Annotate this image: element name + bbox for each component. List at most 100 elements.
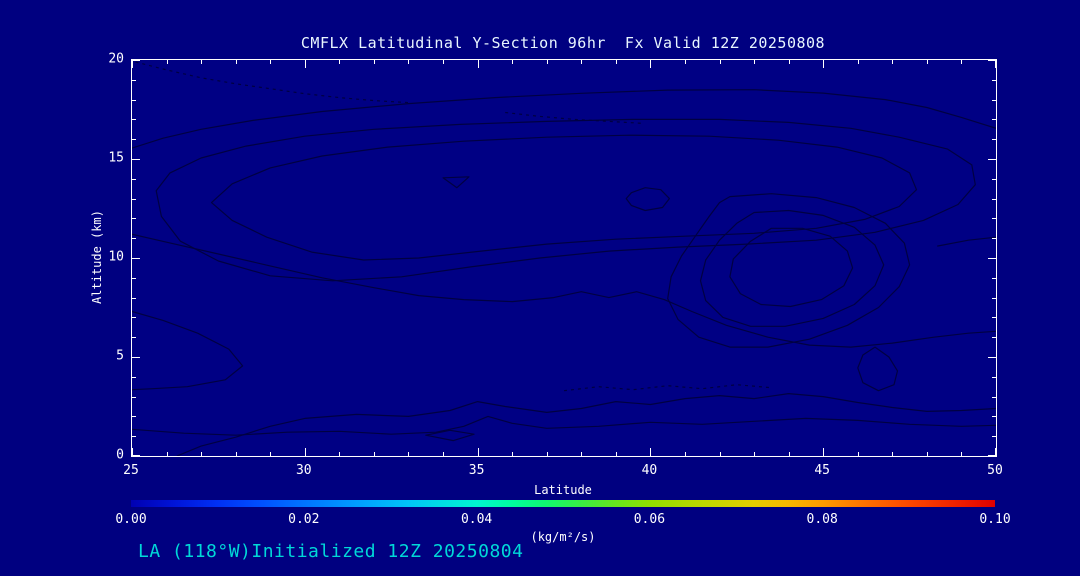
contour-line-ring-outer [667,193,911,348]
axis-tick [988,357,996,358]
plot-area [131,59,997,457]
colorbar-tick-label: 0.04 [460,512,493,527]
axis-tick [132,178,136,180]
axis-tick [684,60,686,64]
axis-tick [992,416,996,418]
contour-line-band-low [132,233,996,348]
axis-tick [373,452,375,456]
contour-line-line-bottom-1 [132,415,996,436]
contour-line-loop-mid [210,134,918,261]
x-axis-title: Latitude [534,483,592,497]
axis-tick [201,60,203,64]
chart-title: CMFLX Latitudinal Y-Section 96hr Fx Vali… [300,34,826,52]
axis-tick [719,452,721,456]
axis-tick [961,452,963,456]
axis-tick [132,455,140,456]
axis-tick [754,452,756,456]
axis-tick [992,436,996,438]
axis-tick [546,452,548,456]
axis-tick [132,119,136,121]
axis-tick [992,119,996,121]
contour-line-blob-right-small [857,346,899,392]
axis-tick [132,297,136,299]
axis-tick [132,99,136,101]
axis-tick [201,452,203,456]
colorbar-tick-label: 0.02 [288,512,320,527]
colorbar-tick-label: 0.10 [979,512,1011,527]
axis-tick [926,60,928,64]
axis-tick [132,396,136,398]
axis-tick [132,198,136,200]
contour-line-arc-top [132,89,996,149]
contour-line-ring-inner [729,227,854,308]
axis-tick [132,317,136,319]
axis-tick [719,60,721,64]
colorbar-unit-label: (kg/m²/s) [530,530,596,544]
axis-tick [304,60,306,68]
axis-tick [992,396,996,398]
axis-tick [615,452,617,456]
axis-tick [132,416,136,418]
axis-tick [823,448,825,456]
axis-tick [581,60,583,64]
axis-tick [166,452,168,456]
axis-tick [132,448,133,456]
contour-line-ring-mid [699,209,885,327]
axis-tick [992,218,996,220]
run-info-annotation: LA (118°W)Initialized 12Z 20250804 [138,541,524,562]
axis-tick [408,60,410,64]
x-tick-label: 40 [641,463,658,478]
axis-tick [339,452,341,456]
axis-tick [992,178,996,180]
axis-tick [132,159,140,160]
axis-tick [650,60,652,68]
axis-tick [373,60,375,64]
axis-tick [995,60,996,68]
axis-tick [788,60,790,64]
axis-tick [512,60,514,64]
axis-tick [443,60,445,64]
axis-tick [132,139,136,141]
contour-line-loop-small [625,187,670,212]
axis-tick [304,448,306,456]
axis-tick [270,60,272,64]
axis-tick [132,79,136,81]
axis-tick [992,337,996,339]
axis-tick [857,60,859,64]
x-tick-label: 35 [468,463,485,478]
axis-tick [132,60,140,61]
axis-tick [992,139,996,141]
axis-tick [235,60,237,64]
axis-tick [892,452,894,456]
contour-line-blob-bottom-small [425,429,475,442]
axis-tick [988,455,996,456]
contour-field [132,61,996,456]
axis-tick [339,60,341,64]
colorbar-tick-label: 0.06 [633,512,666,527]
x-tick-label: 25 [123,463,139,478]
axis-tick [166,60,168,64]
axis-tick [992,297,996,299]
axis-tick [754,60,756,64]
axis-tick [512,452,514,456]
axis-tick [650,448,652,456]
axis-tick [581,452,583,456]
axis-tick [992,277,996,279]
x-tick-label: 50 [987,463,1003,478]
contour-line-dash-top-left [135,61,409,104]
axis-tick [995,448,996,456]
contour-line-tri-small [442,176,470,189]
axis-tick [615,60,617,64]
contour-line-dash-upper-mid [505,111,644,124]
x-tick-label: 30 [295,463,312,478]
axis-tick [477,448,479,456]
axis-tick [788,452,790,456]
axis-tick [961,60,963,64]
axis-tick [992,99,996,101]
contour-line-loop-outer [155,118,976,282]
axis-tick [443,452,445,456]
axis-tick [132,337,136,339]
axis-tick [992,317,996,319]
y-tick-label: 15 [108,150,124,166]
